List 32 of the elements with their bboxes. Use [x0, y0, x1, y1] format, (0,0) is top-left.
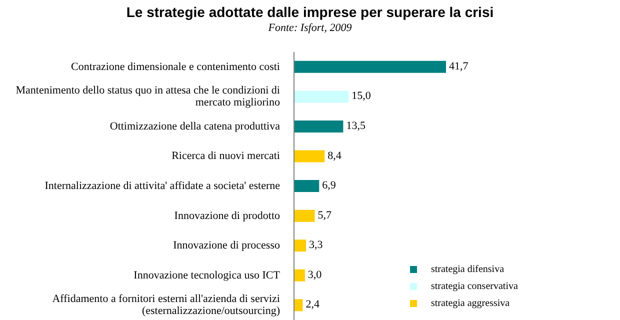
data-label: 8,4	[328, 150, 342, 162]
y-tick-label: Ottimizzazione della catena produttiva	[110, 120, 280, 132]
data-label: 5,7	[318, 209, 332, 222]
y-tick-label: Mantenimento dello status quo in attesa che le condizioni di mercato migliorino	[16, 84, 280, 108]
y-tick-label: Affidamento a fornitori esterni all'azienda di servizi (esternalizzazione/outsourcing)	[52, 292, 280, 317]
data-label: 3,0	[308, 268, 322, 281]
chart-title: Le strategie adottate dalle imprese per superare la crisi	[125, 4, 495, 20]
y-tick-label: Contrazione dimensionale e contenimento costi	[71, 60, 280, 72]
y-tick-label: Innovazione tecnologica uso ICT	[134, 268, 280, 281]
bar	[294, 299, 303, 312]
data-label: 3,3	[309, 239, 324, 252]
data-label: 13,5	[346, 120, 366, 132]
bar	[294, 269, 305, 282]
bar	[294, 90, 349, 103]
data-label: 6,9	[322, 180, 336, 192]
bar	[294, 120, 344, 132]
legend-label: strategia aggressiva	[431, 298, 510, 309]
bar	[294, 60, 446, 73]
chart-subtitle: Fonte: Isfort, 2009	[267, 22, 353, 34]
y-tick-label: Internalizzazione di attivita' affidate a societa' esterne	[44, 180, 280, 192]
y-tick-label: Ricerca di nuovi mercati	[172, 150, 280, 162]
bar	[294, 240, 306, 252]
legend-label: strategia conservativa	[431, 281, 518, 292]
y-tick-label: Innovazione di prodotto	[174, 209, 280, 222]
legend-label: strategia difensiva	[431, 264, 504, 275]
bar	[294, 150, 325, 162]
data-label: 15,0	[352, 90, 372, 102]
bar	[294, 180, 320, 192]
data-label: 2,4	[306, 298, 320, 311]
y-tick-label: Innovazione di processo	[173, 239, 280, 252]
data-label: 41,7	[449, 60, 469, 72]
bar	[294, 210, 315, 222]
